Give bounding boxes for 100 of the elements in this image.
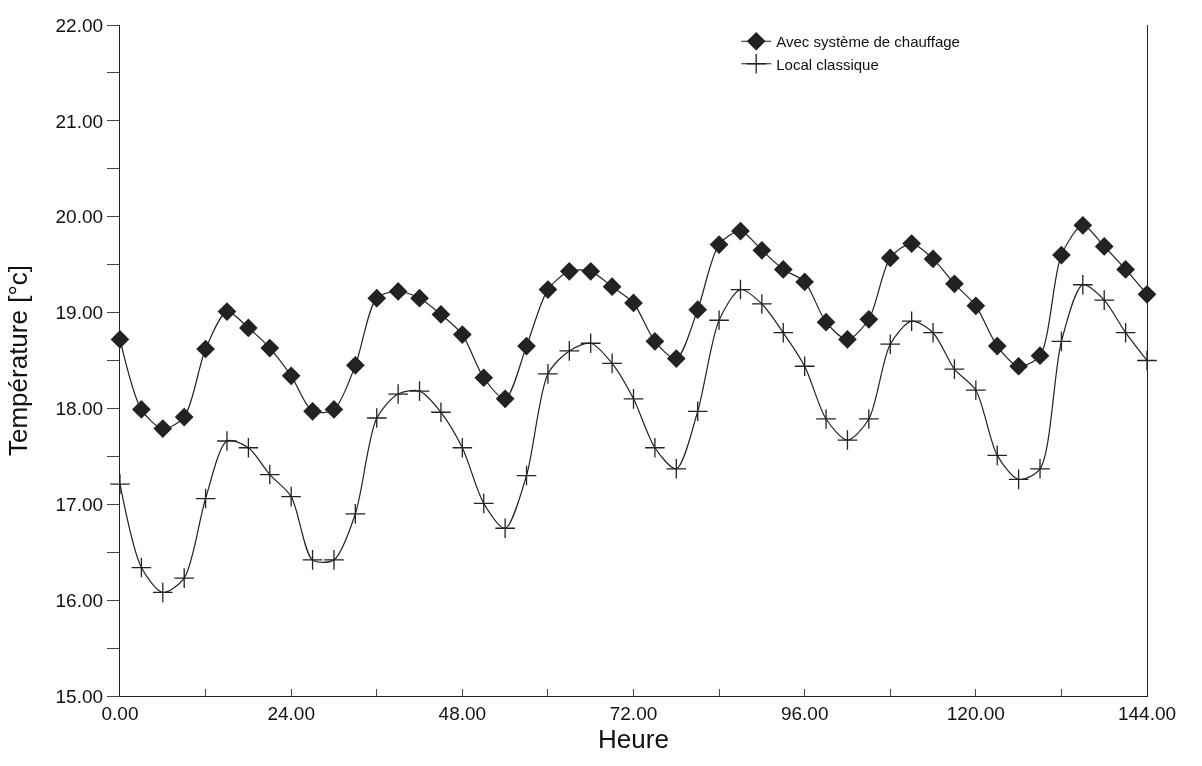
point (367, 289, 386, 308)
x-tick-label: 96.00 (780, 702, 829, 724)
point (130, 557, 152, 578)
point (132, 400, 151, 419)
point (815, 408, 837, 430)
point (537, 363, 559, 385)
point (772, 322, 794, 344)
point (1029, 458, 1051, 480)
point (516, 465, 537, 486)
point (708, 309, 730, 331)
point (517, 337, 536, 356)
point (774, 260, 793, 279)
point (451, 437, 473, 459)
point (560, 262, 579, 281)
x-tick-label: 24.00 (267, 702, 315, 724)
point (923, 249, 943, 268)
point (366, 407, 388, 429)
point (858, 408, 880, 430)
point (216, 430, 238, 452)
point (751, 293, 773, 315)
point (282, 366, 301, 385)
y-tick-label: 22.00 (55, 14, 104, 36)
point (324, 400, 344, 419)
y-tick-label: 21.00 (55, 110, 104, 132)
point (795, 272, 814, 291)
point (344, 503, 366, 525)
point (837, 429, 858, 451)
point (302, 549, 324, 571)
x-axis-title: Heure (598, 723, 669, 754)
point (601, 352, 623, 374)
point (644, 437, 666, 459)
point (260, 338, 279, 358)
point (902, 234, 921, 253)
point (387, 383, 409, 405)
x-tick-label: 72.00 (609, 702, 658, 724)
point (645, 332, 664, 351)
point (794, 355, 816, 377)
legend-label: Local classique (776, 55, 879, 73)
point (624, 293, 643, 313)
point (217, 302, 237, 321)
point (410, 289, 429, 308)
point (731, 221, 750, 241)
point (667, 349, 686, 368)
point (709, 235, 729, 254)
point (730, 279, 751, 301)
point (409, 380, 430, 402)
point (558, 340, 580, 362)
point (901, 310, 923, 332)
point (1073, 216, 1092, 235)
x-tick-label: 48.00 (438, 702, 487, 724)
point (196, 339, 215, 359)
point (431, 305, 451, 324)
point (687, 400, 709, 422)
point (303, 402, 322, 421)
point (580, 332, 602, 354)
point (988, 337, 1007, 356)
x-tick-label: 0.00 (101, 702, 139, 724)
point (175, 407, 194, 427)
point (623, 388, 644, 410)
point (237, 437, 259, 459)
point (581, 262, 600, 281)
point (1030, 346, 1050, 365)
point (1095, 237, 1114, 256)
point (259, 464, 281, 486)
point (1052, 245, 1071, 265)
point (494, 517, 516, 539)
point (1093, 289, 1115, 311)
point (538, 280, 558, 299)
y-tick-label: 18.00 (55, 398, 104, 420)
point (752, 241, 771, 260)
y-tick-label: 15.00 (55, 685, 104, 707)
point (474, 368, 493, 387)
x-tick-label: 144.00 (1117, 702, 1177, 724)
point (239, 318, 258, 338)
legend-label: Avec système de chauffage (776, 33, 960, 51)
point (816, 313, 836, 332)
point (965, 379, 987, 401)
point (152, 582, 174, 603)
point (280, 486, 302, 508)
point (1050, 330, 1072, 352)
point (1136, 350, 1158, 371)
point (173, 567, 195, 589)
point (966, 296, 985, 315)
point (323, 549, 345, 571)
y-tick-label: 17.00 (55, 493, 104, 515)
point (153, 419, 172, 438)
y-tick-label: 19.00 (55, 302, 104, 324)
point (879, 333, 901, 355)
point (496, 389, 515, 408)
point (665, 458, 687, 480)
point (109, 473, 131, 495)
y-axis-title: Température [°c] (2, 264, 33, 457)
point (922, 322, 944, 344)
point (603, 277, 622, 296)
point (1009, 357, 1028, 376)
point (346, 356, 365, 375)
point (838, 330, 857, 349)
y-tick-label: 16.00 (55, 589, 104, 611)
point (1116, 260, 1135, 279)
y-tick-label: 20.00 (55, 206, 104, 228)
